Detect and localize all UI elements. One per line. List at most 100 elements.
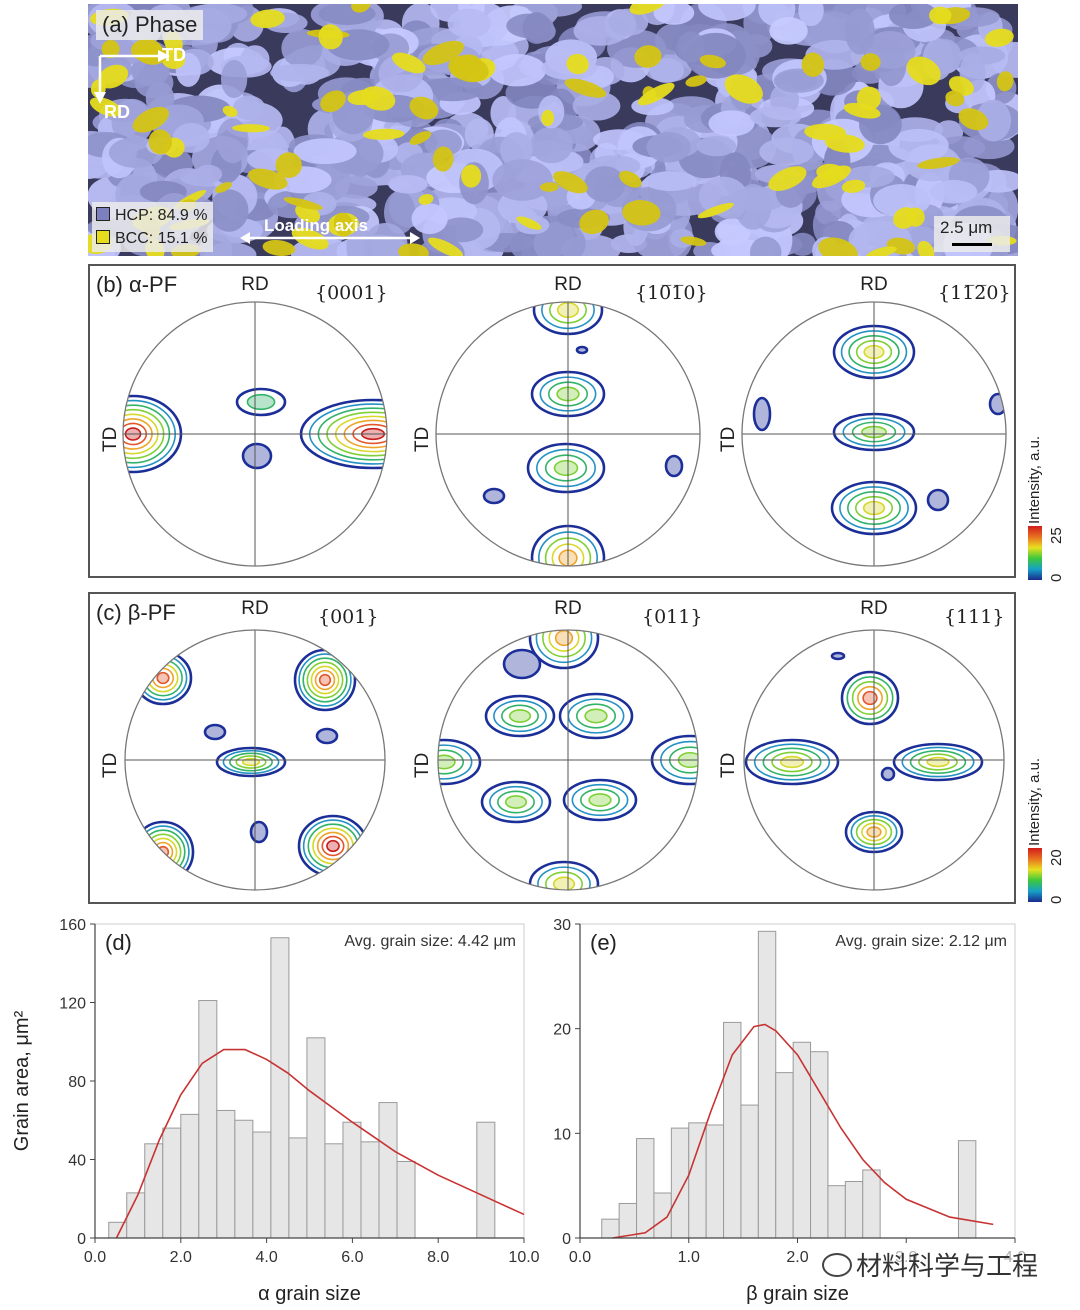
y-tick-label: 120 — [59, 996, 86, 1013]
bcc-grain — [398, 243, 429, 256]
panel-a-title: (a) Phase — [96, 10, 204, 40]
histogram-bar — [162, 1127, 182, 1239]
contour-line — [326, 839, 340, 853]
pf-b2-contours — [482, 302, 684, 566]
contour-line — [480, 780, 552, 824]
hcp-grain — [749, 106, 802, 128]
hcp-grain — [233, 95, 266, 120]
lognormal-fit-curve — [115, 1048, 525, 1239]
y-tick-label: 0 — [562, 1231, 571, 1248]
bcc-grain — [275, 152, 302, 179]
x-tick-label: 2.0 — [786, 1249, 808, 1266]
bcc-grain — [917, 240, 935, 256]
bcc-grain — [945, 90, 965, 107]
histogram-bar — [342, 1121, 362, 1239]
contour-line — [215, 746, 287, 778]
phase-map-image — [88, 4, 1018, 256]
hcp-grain — [388, 175, 428, 194]
contour-line — [542, 630, 586, 658]
contour-line — [229, 752, 273, 772]
bcc-grain — [250, 9, 285, 29]
contour-line — [575, 703, 617, 729]
contour-line — [926, 488, 950, 512]
histogram-bar — [360, 1141, 380, 1239]
contour-line — [306, 661, 344, 699]
hcp-grain — [729, 187, 786, 212]
contour-line — [484, 694, 556, 738]
bcc-grain — [461, 164, 482, 188]
scale-bar-line — [952, 243, 992, 246]
histogram-0: 0.0 2.0 4.0 6.0 8.0 10.0 0 40 80 120 160 (d) Avg. gr… — [11, 917, 540, 1305]
y-tick-label: 20 — [553, 1022, 571, 1039]
bcc-grain — [893, 207, 917, 229]
contour-line — [438, 744, 473, 780]
legend-bcc: BCC: 15.1 % — [96, 227, 207, 250]
hcp-grain — [500, 132, 533, 169]
x-tick-label: 0.0 — [84, 1249, 106, 1266]
histogram-bar — [324, 1143, 344, 1239]
y-tick-label: 80 — [68, 1074, 86, 1091]
contour-line — [438, 754, 456, 770]
contour-line — [156, 671, 170, 685]
histogram-bar — [653, 1192, 672, 1239]
contour-line — [298, 653, 352, 707]
wechat-icon — [822, 1253, 852, 1277]
hcp-grain — [194, 164, 223, 184]
histogram-bar — [144, 1143, 164, 1239]
contour-line — [545, 871, 583, 890]
bcc-grain — [148, 129, 172, 155]
contour-line — [892, 742, 984, 782]
contour-line — [493, 699, 547, 733]
bcc-grain — [724, 74, 763, 104]
hcp-grain — [281, 28, 323, 68]
histogram-bar — [216, 1109, 236, 1239]
hcp-grain — [798, 4, 824, 27]
pole-figure-circle — [435, 301, 701, 567]
hcp-grain — [714, 218, 751, 246]
contour-line — [851, 681, 889, 715]
beta-pole-figures-panel: (c) β-PF RD RD RD TD TD TD {001} {011} {… — [88, 592, 1016, 904]
hcp-grain — [522, 12, 552, 44]
bcc-grain — [566, 53, 589, 75]
contour-line — [536, 448, 596, 488]
contour-line — [901, 746, 975, 778]
bcc-grain — [541, 109, 555, 127]
histogram-bar — [396, 1160, 416, 1239]
hcp-grain — [975, 99, 1012, 142]
contour-line — [571, 783, 629, 817]
hcp-grain — [424, 129, 463, 157]
pf-b3-contours — [752, 324, 1006, 536]
contour-line — [779, 755, 805, 769]
pf-b2-rd-label: RD — [554, 274, 582, 295]
contour-line — [482, 487, 506, 505]
hcp-swatch-icon — [96, 207, 110, 221]
bcc-grain — [958, 108, 989, 131]
bcc-grain — [89, 97, 122, 117]
hcp-grain — [708, 110, 755, 137]
legend-hcp: HCP: 84.9 % — [96, 204, 207, 227]
panel-label: (e) — [590, 930, 617, 955]
contour-line — [846, 676, 894, 720]
pf-c2-rd-label: RD — [554, 598, 582, 619]
contour-line — [552, 876, 576, 890]
contour-line — [497, 790, 535, 814]
pole-figure-circle — [743, 629, 1005, 891]
bcc-grain — [427, 237, 464, 256]
histogram-bar — [670, 1127, 690, 1239]
pf-b1-contours — [123, 387, 387, 474]
histogram-bar — [180, 1113, 200, 1239]
pf-c1-td-label: TD — [100, 752, 121, 778]
bcc-grain — [450, 54, 481, 77]
y-tick-label: 40 — [68, 1153, 86, 1170]
contour-line — [562, 778, 638, 822]
hcp-grain — [929, 179, 978, 204]
panel-c-title: (c) β-PF — [96, 600, 176, 625]
hcp-grain — [439, 217, 484, 243]
contour-line — [438, 749, 465, 775]
x-tick-label: 0.0 — [569, 1249, 591, 1266]
pf-b1-td-label: TD — [100, 426, 121, 452]
histogram-bar — [476, 1121, 496, 1239]
beta-colorbar-max: 20 — [1048, 849, 1065, 866]
alpha-colorbar — [1028, 526, 1042, 580]
scale-bar-label: 2.5 μm — [940, 218, 993, 237]
